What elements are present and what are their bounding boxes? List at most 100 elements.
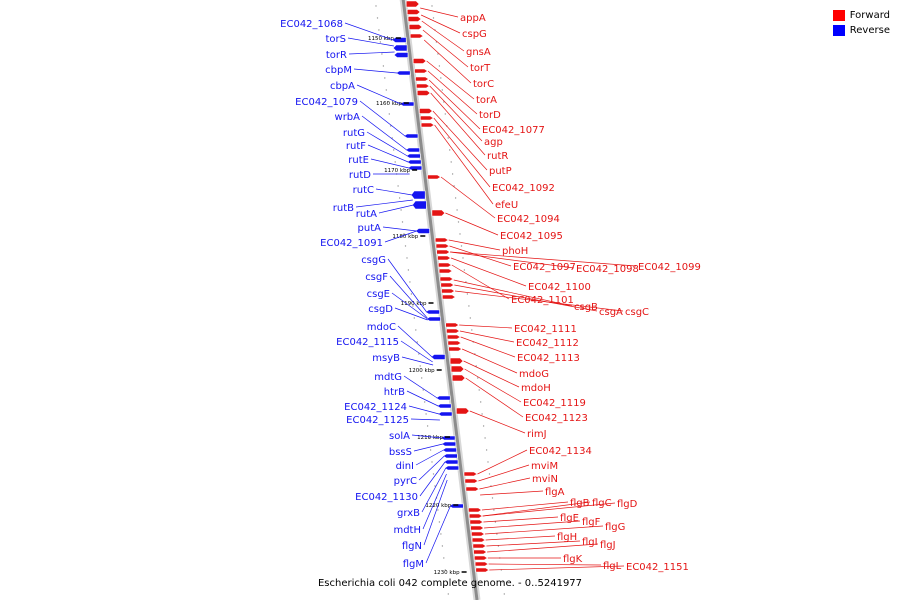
label-leader-line xyxy=(425,505,451,564)
forward-gene-feature xyxy=(446,328,460,334)
track-dot xyxy=(503,593,505,595)
forward-gene-label: mviN xyxy=(532,474,558,485)
forward-gene-feature xyxy=(473,555,488,561)
track-dot xyxy=(485,449,488,451)
reverse-gene-feature xyxy=(392,44,408,52)
track-dot xyxy=(484,437,486,439)
tick-label: 1230 kbp xyxy=(434,570,460,576)
reverse-gene-label: mdtH xyxy=(393,525,421,536)
forward-gene-label: EC042_1099 xyxy=(638,262,701,273)
reverse-gene-label: solA xyxy=(389,431,410,442)
forward-gene-feature xyxy=(445,322,460,328)
label-leader-line xyxy=(454,284,598,312)
track-dot xyxy=(438,521,441,523)
label-leader-line xyxy=(459,330,515,343)
reverse-gene-label: flgN xyxy=(402,541,422,552)
forward-gene-label: EC042_1111 xyxy=(514,324,577,335)
forward-gene-label: flgE xyxy=(560,513,579,524)
track-dot xyxy=(381,53,383,55)
track-dot xyxy=(416,341,418,343)
forward-gene-feature xyxy=(415,76,430,82)
label-leader-line xyxy=(459,324,513,329)
track-dot xyxy=(437,53,439,55)
map-caption: Escherichia coli 042 complete genome. - … xyxy=(317,578,583,589)
track-dot xyxy=(443,101,445,103)
forward-gene-feature xyxy=(420,122,435,128)
forward-gene-feature xyxy=(439,276,454,282)
forward-gene-label: torD xyxy=(479,110,501,121)
reverse-gene-label: EC042_1115 xyxy=(336,337,399,348)
label-leader-line xyxy=(483,516,559,523)
label-leader-line xyxy=(460,336,516,358)
forward-gene-feature xyxy=(406,9,421,15)
track-dot xyxy=(494,521,497,523)
forward-gene-feature xyxy=(431,209,446,217)
tick-marks: 1150 kbp 1160 kbp 1170 kbp 1180 kbp 1190 kbp… xyxy=(368,36,467,576)
label-leader-line xyxy=(422,29,469,68)
track-dot xyxy=(429,449,432,451)
forward-gene-feature xyxy=(455,407,470,415)
forward-gene-label: mdoH xyxy=(521,383,551,394)
forward-gene-label: EC042_1119 xyxy=(523,398,586,409)
label-leader-line xyxy=(488,563,602,566)
forward-gene-label: torC xyxy=(473,79,494,90)
track-dot xyxy=(425,413,427,415)
label-leader-line xyxy=(465,377,524,418)
label-leader-line xyxy=(440,176,496,219)
label-leader-line xyxy=(420,14,461,34)
forward-gene-feature xyxy=(449,357,464,365)
forward-gene-label: EC042_1101 xyxy=(511,295,574,306)
forward-gene-feature xyxy=(438,268,453,274)
forward-gene-feature xyxy=(471,531,485,537)
forward-gene-feature xyxy=(427,174,442,180)
reverse-gene-feature xyxy=(403,133,419,139)
tick-label: 1190 kbp xyxy=(401,301,427,307)
track-dot xyxy=(424,401,426,403)
legend-item-forward: Forward xyxy=(832,8,890,23)
forward-gene-feature xyxy=(440,282,455,288)
forward-gene-feature xyxy=(473,549,488,555)
forward-gene-feature xyxy=(464,478,479,484)
label-leader-line xyxy=(484,520,581,529)
track-dot xyxy=(434,485,436,487)
forward-gene-label: flgL xyxy=(603,561,622,572)
forward-gene-label: mviM xyxy=(531,461,558,472)
label-leader-line xyxy=(370,158,409,169)
legend-label-forward: Forward xyxy=(849,10,890,21)
reverse-gene-label: mdtG xyxy=(374,372,402,383)
reverse-gene-label: mdoC xyxy=(367,322,396,333)
label-leader-line xyxy=(432,110,488,171)
label-leader-line xyxy=(413,443,443,452)
label-leader-line xyxy=(450,257,527,287)
reverse-gene-feature xyxy=(441,441,457,447)
reverse-gene-feature xyxy=(437,411,453,417)
forward-gene-feature xyxy=(469,519,484,525)
reverse-gene-label: csgE xyxy=(367,289,390,300)
track-dot xyxy=(388,113,390,115)
forward-gene-label: rutR xyxy=(487,151,508,162)
track-dot xyxy=(481,413,483,415)
track-dot xyxy=(447,137,449,139)
forward-gene-feature xyxy=(407,16,422,22)
label-leader-line xyxy=(418,455,445,481)
label-leader-line xyxy=(482,502,616,517)
forward-gene-label: efeU xyxy=(495,200,518,211)
track-dot xyxy=(412,305,414,307)
reverse-gene-label: rutG xyxy=(343,128,365,139)
legend-label-reverse: Reverse xyxy=(849,25,890,36)
forward-gene-label: EC042_1112 xyxy=(516,338,579,349)
forward-gene-feature xyxy=(412,58,427,64)
track-dot xyxy=(491,497,494,499)
reverse-gene-label: EC042_1124 xyxy=(344,402,407,413)
reverse-gene-feature xyxy=(393,52,409,58)
reverse-gene-label: csgG xyxy=(361,255,386,266)
track-dots xyxy=(375,5,505,595)
track-dot xyxy=(397,185,399,187)
label-leader-line xyxy=(378,204,414,214)
label-leader-line xyxy=(366,131,408,157)
forward-gene-label: flgJ xyxy=(600,540,616,551)
forward-gene-feature xyxy=(441,294,456,300)
track-dot xyxy=(431,461,433,463)
track-dot xyxy=(390,125,392,127)
reverse-gene-label: bssS xyxy=(389,447,412,458)
